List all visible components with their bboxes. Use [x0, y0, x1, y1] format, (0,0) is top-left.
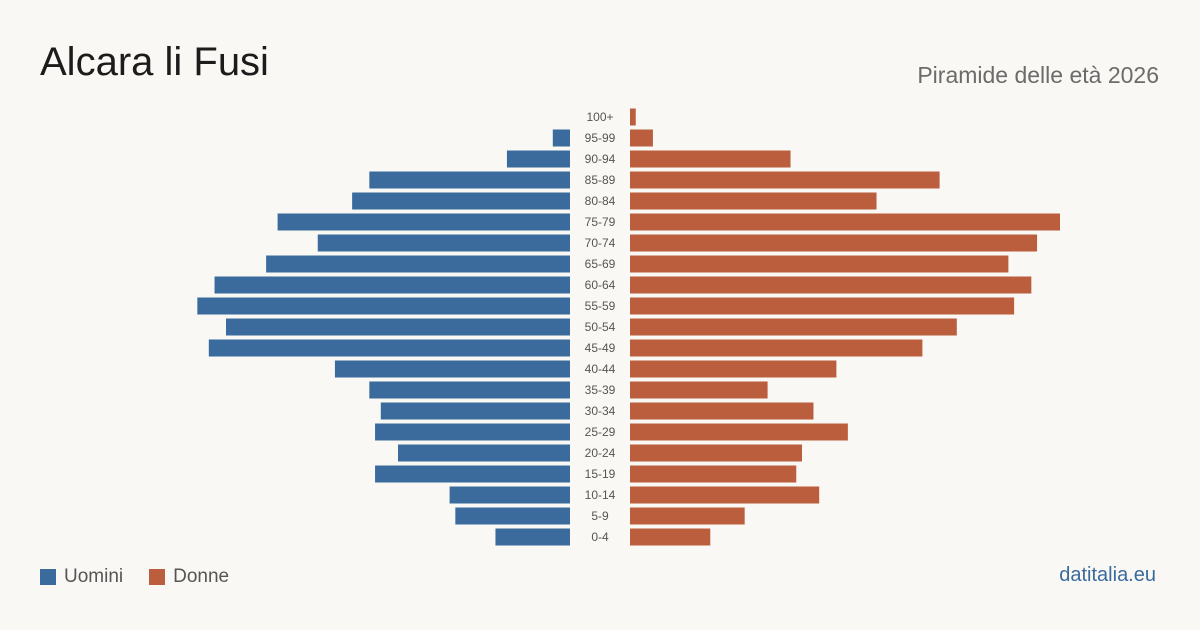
bar-women-15-19	[630, 465, 797, 483]
bar-men-75-79	[277, 213, 570, 231]
bar-men-50-54	[226, 318, 570, 336]
legend-label-men: Uomini	[64, 566, 124, 587]
age-label-10-14: 10-14	[585, 488, 616, 502]
bar-men-45-49	[208, 339, 571, 357]
age-label-35-39: 35-39	[585, 383, 616, 397]
legend-label-women: Donne	[173, 566, 230, 587]
bar-women-20-24	[630, 444, 802, 462]
bar-women-70-74	[630, 234, 1038, 252]
age-label-100plus: 100+	[586, 110, 613, 124]
bar-women-0-4	[630, 528, 711, 546]
age-label-95-99: 95-99	[585, 131, 616, 145]
bar-men-65-69	[266, 255, 570, 273]
age-label-55-59: 55-59	[585, 299, 616, 313]
bar-women-100plus	[630, 108, 636, 126]
age-label-30-34: 30-34	[585, 404, 616, 418]
bar-men-60-64	[214, 276, 571, 294]
bar-men-20-24	[398, 444, 570, 462]
bar-men-90-94	[506, 150, 570, 168]
age-label-80-84: 80-84	[585, 194, 616, 208]
legend-item-women: Donne	[149, 566, 229, 588]
bar-women-10-14	[630, 486, 820, 504]
legend-item-men: Uomini	[40, 566, 123, 588]
bar-women-95-99	[630, 129, 653, 147]
bar-men-95-99	[552, 129, 570, 147]
age-label-45-49: 45-49	[585, 341, 616, 355]
bar-women-50-54	[630, 318, 957, 336]
bar-women-25-29	[630, 423, 848, 441]
age-label-60-64: 60-64	[585, 278, 616, 292]
age-label-40-44: 40-44	[585, 362, 616, 376]
bar-women-55-59	[630, 297, 1015, 315]
bar-men-25-29	[375, 423, 570, 441]
bar-men-85-89	[369, 171, 570, 189]
bar-men-10-14	[449, 486, 570, 504]
age-label-65-69: 65-69	[585, 257, 616, 271]
bar-men-80-84	[352, 192, 570, 210]
age-label-75-79: 75-79	[585, 215, 616, 229]
bar-women-5-9	[630, 507, 745, 525]
age-label-0-4: 0-4	[591, 530, 609, 544]
bar-men-0-4	[495, 528, 570, 546]
bar-women-80-84	[630, 192, 877, 210]
age-label-90-94: 90-94	[585, 152, 616, 166]
bar-men-5-9	[455, 507, 570, 525]
bar-women-45-49	[630, 339, 923, 357]
legend-swatch-men	[40, 569, 56, 585]
age-label-50-54: 50-54	[585, 320, 616, 334]
bar-men-70-74	[317, 234, 570, 252]
chart-subtitle: Piramide delle età 2026	[917, 62, 1159, 88]
age-label-5-9: 5-9	[591, 509, 609, 523]
bar-women-65-69	[630, 255, 1009, 273]
bar-women-60-64	[630, 276, 1032, 294]
bar-women-75-79	[630, 213, 1060, 231]
age-label-20-24: 20-24	[585, 446, 616, 460]
bar-women-40-44	[630, 360, 837, 378]
age-label-70-74: 70-74	[585, 236, 616, 250]
bar-men-35-39	[369, 381, 570, 399]
bar-men-30-34	[380, 402, 570, 420]
bar-women-90-94	[630, 150, 791, 168]
chart-title: Alcara li Fusi	[40, 40, 269, 84]
bar-men-40-44	[334, 360, 570, 378]
age-label-25-29: 25-29	[585, 425, 616, 439]
bar-women-35-39	[630, 381, 768, 399]
legend: Uomini Donne	[40, 566, 255, 588]
source-link[interactable]: datitalia.eu	[1059, 564, 1156, 586]
bar-men-55-59	[197, 297, 571, 315]
age-label-15-19: 15-19	[585, 467, 616, 481]
bar-women-85-89	[630, 171, 940, 189]
bar-men-15-19	[375, 465, 570, 483]
legend-swatch-women	[149, 569, 166, 585]
age-label-85-89: 85-89	[585, 173, 616, 187]
bar-women-30-34	[630, 402, 814, 420]
